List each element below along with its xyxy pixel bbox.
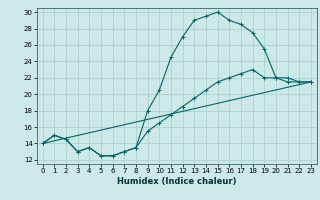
X-axis label: Humidex (Indice chaleur): Humidex (Indice chaleur) xyxy=(117,177,236,186)
